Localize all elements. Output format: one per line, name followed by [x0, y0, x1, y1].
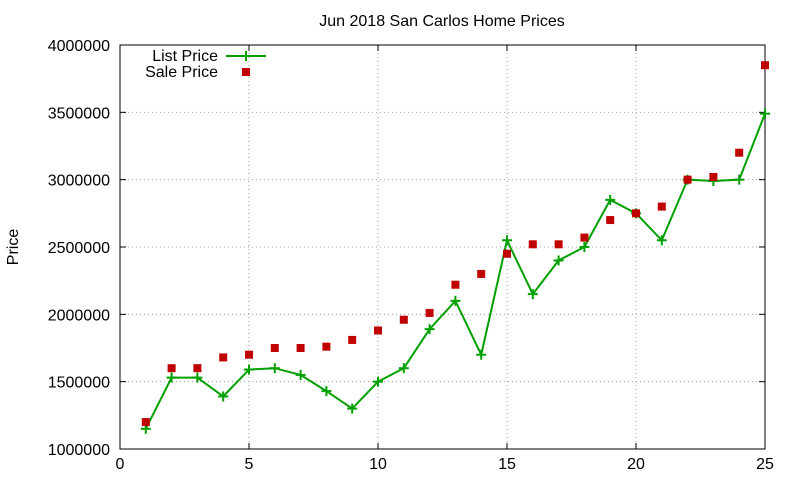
data-point: [632, 209, 640, 218]
grid: [120, 45, 765, 449]
y-tick-label: 4000000: [48, 38, 110, 55]
data-point: [270, 344, 279, 352]
data-point: [502, 235, 512, 246]
data-point: [606, 216, 615, 225]
data-point: [373, 376, 383, 387]
series: [140, 61, 770, 434]
data-point: [193, 364, 202, 373]
data-point: [450, 295, 461, 306]
legend-label-sale-price: Sale Price: [145, 64, 218, 81]
data-point: [683, 175, 692, 184]
data-point: [579, 242, 590, 252]
data-point: [734, 174, 745, 185]
data-point: [167, 364, 176, 373]
data-point: [527, 289, 538, 300]
y-tick-label: 1000000: [48, 442, 110, 459]
x-tick-label: 15: [498, 456, 516, 473]
data-point: [580, 233, 589, 242]
data-point: [219, 353, 228, 362]
y-tick-label: 2500000: [48, 240, 110, 257]
data-point: [761, 61, 769, 70]
y-tick-label: 3000000: [48, 173, 110, 190]
data-point: [348, 335, 357, 344]
data-point: [656, 235, 667, 246]
data-point: [374, 326, 382, 335]
data-point: [295, 369, 306, 380]
legend-label-list-price: List Price: [152, 48, 218, 65]
data-point: [321, 386, 332, 397]
y-tick-label: 2000000: [48, 307, 110, 324]
data-point: [296, 344, 305, 352]
data-point: [735, 148, 744, 157]
data-point: [425, 308, 434, 317]
data-point: [398, 363, 409, 374]
x-tick-label: 20: [627, 456, 645, 473]
data-point: [192, 372, 203, 383]
series-0: [140, 108, 770, 434]
y-tick-label: 3500000: [48, 105, 110, 122]
series-1: [141, 61, 769, 427]
data-point: [424, 324, 435, 335]
x-tick-label: 25: [756, 456, 774, 473]
legend-marker-list-price: [241, 51, 251, 61]
data-point: [476, 349, 487, 360]
data-point: [760, 108, 770, 119]
data-point: [166, 372, 177, 383]
data-point: [244, 364, 254, 375]
legend: List Price Sale Price: [145, 48, 266, 81]
data-point: [322, 342, 331, 351]
data-point: [218, 391, 229, 402]
data-point: [503, 249, 511, 258]
legend-marker-sale-price: [242, 68, 250, 76]
y-tick-label: 1500000: [48, 375, 110, 392]
data-point: [269, 363, 280, 374]
data-point: [605, 194, 616, 205]
data-point: [709, 172, 718, 181]
data-point: [245, 350, 253, 359]
axis-ticks: [119, 44, 766, 450]
x-tick-label: 5: [245, 456, 254, 473]
data-point: [477, 269, 486, 278]
x-tick-label: 10: [369, 456, 387, 473]
x-tick-label: 0: [116, 456, 125, 473]
y-axis-label: Price: [5, 229, 22, 266]
data-point: [347, 403, 358, 414]
data-point: [553, 255, 564, 266]
data-point: [451, 280, 460, 289]
data-point: [141, 418, 150, 427]
data-point: [528, 240, 537, 249]
chart-title: Jun 2018 San Carlos Home Prices: [319, 13, 564, 30]
tick-labels: 1000000 1500000 2000000 2500000 3000000 35000…: [48, 38, 774, 473]
data-point: [554, 240, 563, 249]
data-point: [399, 315, 408, 324]
data-point: [657, 202, 666, 211]
